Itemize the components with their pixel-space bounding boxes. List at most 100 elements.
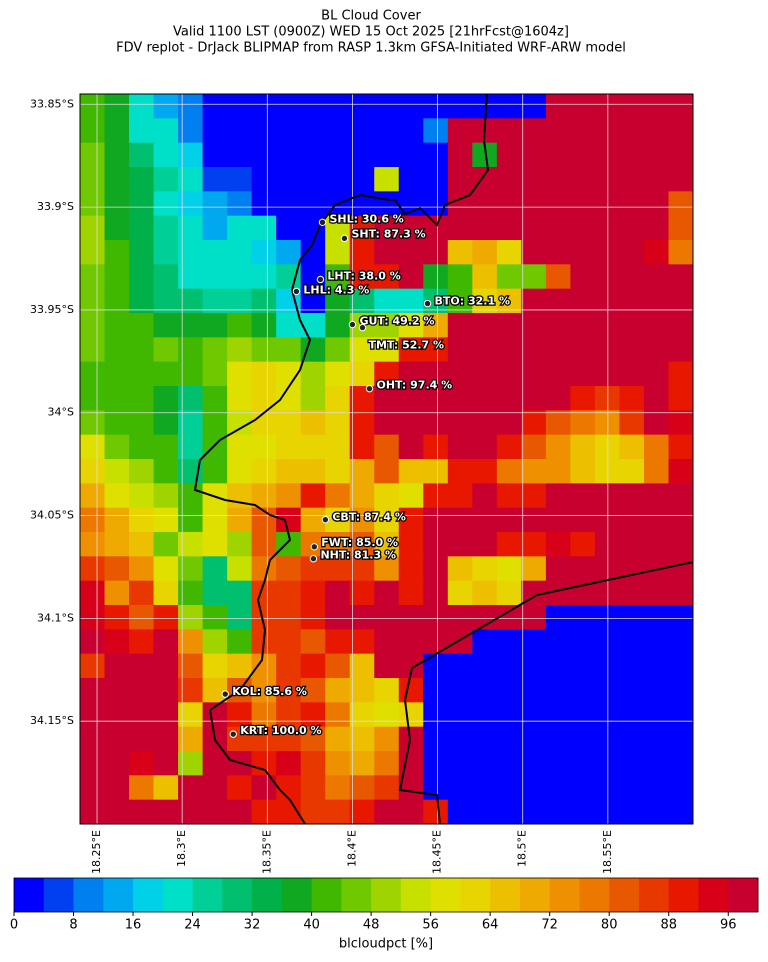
cell <box>104 337 130 363</box>
cell <box>545 483 571 509</box>
cell <box>472 288 498 314</box>
cell <box>129 459 155 484</box>
cell <box>496 629 522 655</box>
cell <box>545 726 571 752</box>
cell <box>80 751 106 776</box>
colorbar-tick-label: 40 <box>303 918 320 933</box>
cell <box>570 337 596 363</box>
cell <box>153 288 179 314</box>
cell <box>643 386 669 411</box>
station-dot <box>310 543 319 551</box>
cell <box>80 313 106 338</box>
cell <box>521 410 547 436</box>
cell <box>594 799 620 825</box>
cell <box>423 702 449 728</box>
cell <box>300 580 326 606</box>
cell <box>349 240 375 265</box>
cell <box>80 191 106 217</box>
station-label: GUT: 49.2 % <box>359 315 434 328</box>
cell <box>202 94 228 119</box>
cell <box>276 775 302 801</box>
cell <box>643 702 669 728</box>
coastline <box>193 93 694 825</box>
station-dot <box>221 690 229 698</box>
cell <box>643 751 669 776</box>
cell <box>251 386 277 411</box>
cell <box>545 775 571 801</box>
cell <box>251 751 277 776</box>
cell <box>496 459 522 484</box>
cell <box>80 483 106 509</box>
cell <box>423 215 449 241</box>
cell <box>251 191 277 217</box>
cell <box>447 653 473 679</box>
cell <box>570 94 596 119</box>
cell <box>80 678 106 703</box>
cell <box>668 167 694 192</box>
station-label: LHT: 38.0 % <box>327 269 400 282</box>
cell <box>153 167 179 192</box>
cell <box>521 118 547 144</box>
cell <box>325 775 351 801</box>
cell <box>545 532 571 557</box>
cell <box>643 507 669 533</box>
cell <box>300 483 326 509</box>
cell <box>398 580 424 606</box>
cell <box>129 799 155 825</box>
cell <box>570 118 596 144</box>
cell <box>643 605 669 630</box>
cell <box>398 288 424 314</box>
cell <box>325 751 351 776</box>
cell <box>619 580 645 606</box>
cell <box>472 751 498 776</box>
cell <box>594 653 620 679</box>
cell <box>398 337 424 363</box>
cell <box>545 507 571 533</box>
cell <box>153 240 179 265</box>
cell <box>545 556 571 582</box>
cell <box>423 629 449 655</box>
cell <box>668 653 694 679</box>
cell <box>570 459 596 484</box>
cell <box>325 726 351 752</box>
station-dot <box>309 555 318 563</box>
cell <box>570 313 596 338</box>
cell <box>447 726 473 752</box>
cell <box>570 799 596 825</box>
cell <box>227 167 253 192</box>
cell <box>325 264 351 290</box>
station: BTO: 32.1 % <box>423 293 511 309</box>
cell <box>300 191 326 217</box>
cell <box>472 191 498 217</box>
cell <box>276 507 302 533</box>
cell <box>251 215 277 241</box>
colorbar-swatch <box>490 878 521 912</box>
cell <box>300 410 326 436</box>
cell <box>104 288 130 314</box>
cell <box>153 580 179 606</box>
colorbar-swatch <box>133 878 164 912</box>
colorbar-swatch <box>549 878 580 912</box>
cell <box>594 726 620 752</box>
cell <box>374 459 400 484</box>
cell <box>594 191 620 217</box>
cell <box>202 580 228 606</box>
cell <box>153 434 179 460</box>
cell <box>251 434 277 460</box>
cell <box>398 264 424 290</box>
cell <box>472 702 498 728</box>
x-tick-label: 18.55°E <box>601 830 614 874</box>
cell <box>374 191 400 217</box>
cell <box>374 629 400 655</box>
cell <box>594 751 620 776</box>
cell <box>276 751 302 776</box>
cell <box>325 459 351 484</box>
cell <box>619 775 645 801</box>
cell <box>349 556 375 582</box>
cell <box>545 605 571 630</box>
cell <box>472 580 498 606</box>
cell <box>545 142 571 168</box>
cell <box>129 629 155 655</box>
cell <box>521 361 547 387</box>
cell <box>619 459 645 484</box>
